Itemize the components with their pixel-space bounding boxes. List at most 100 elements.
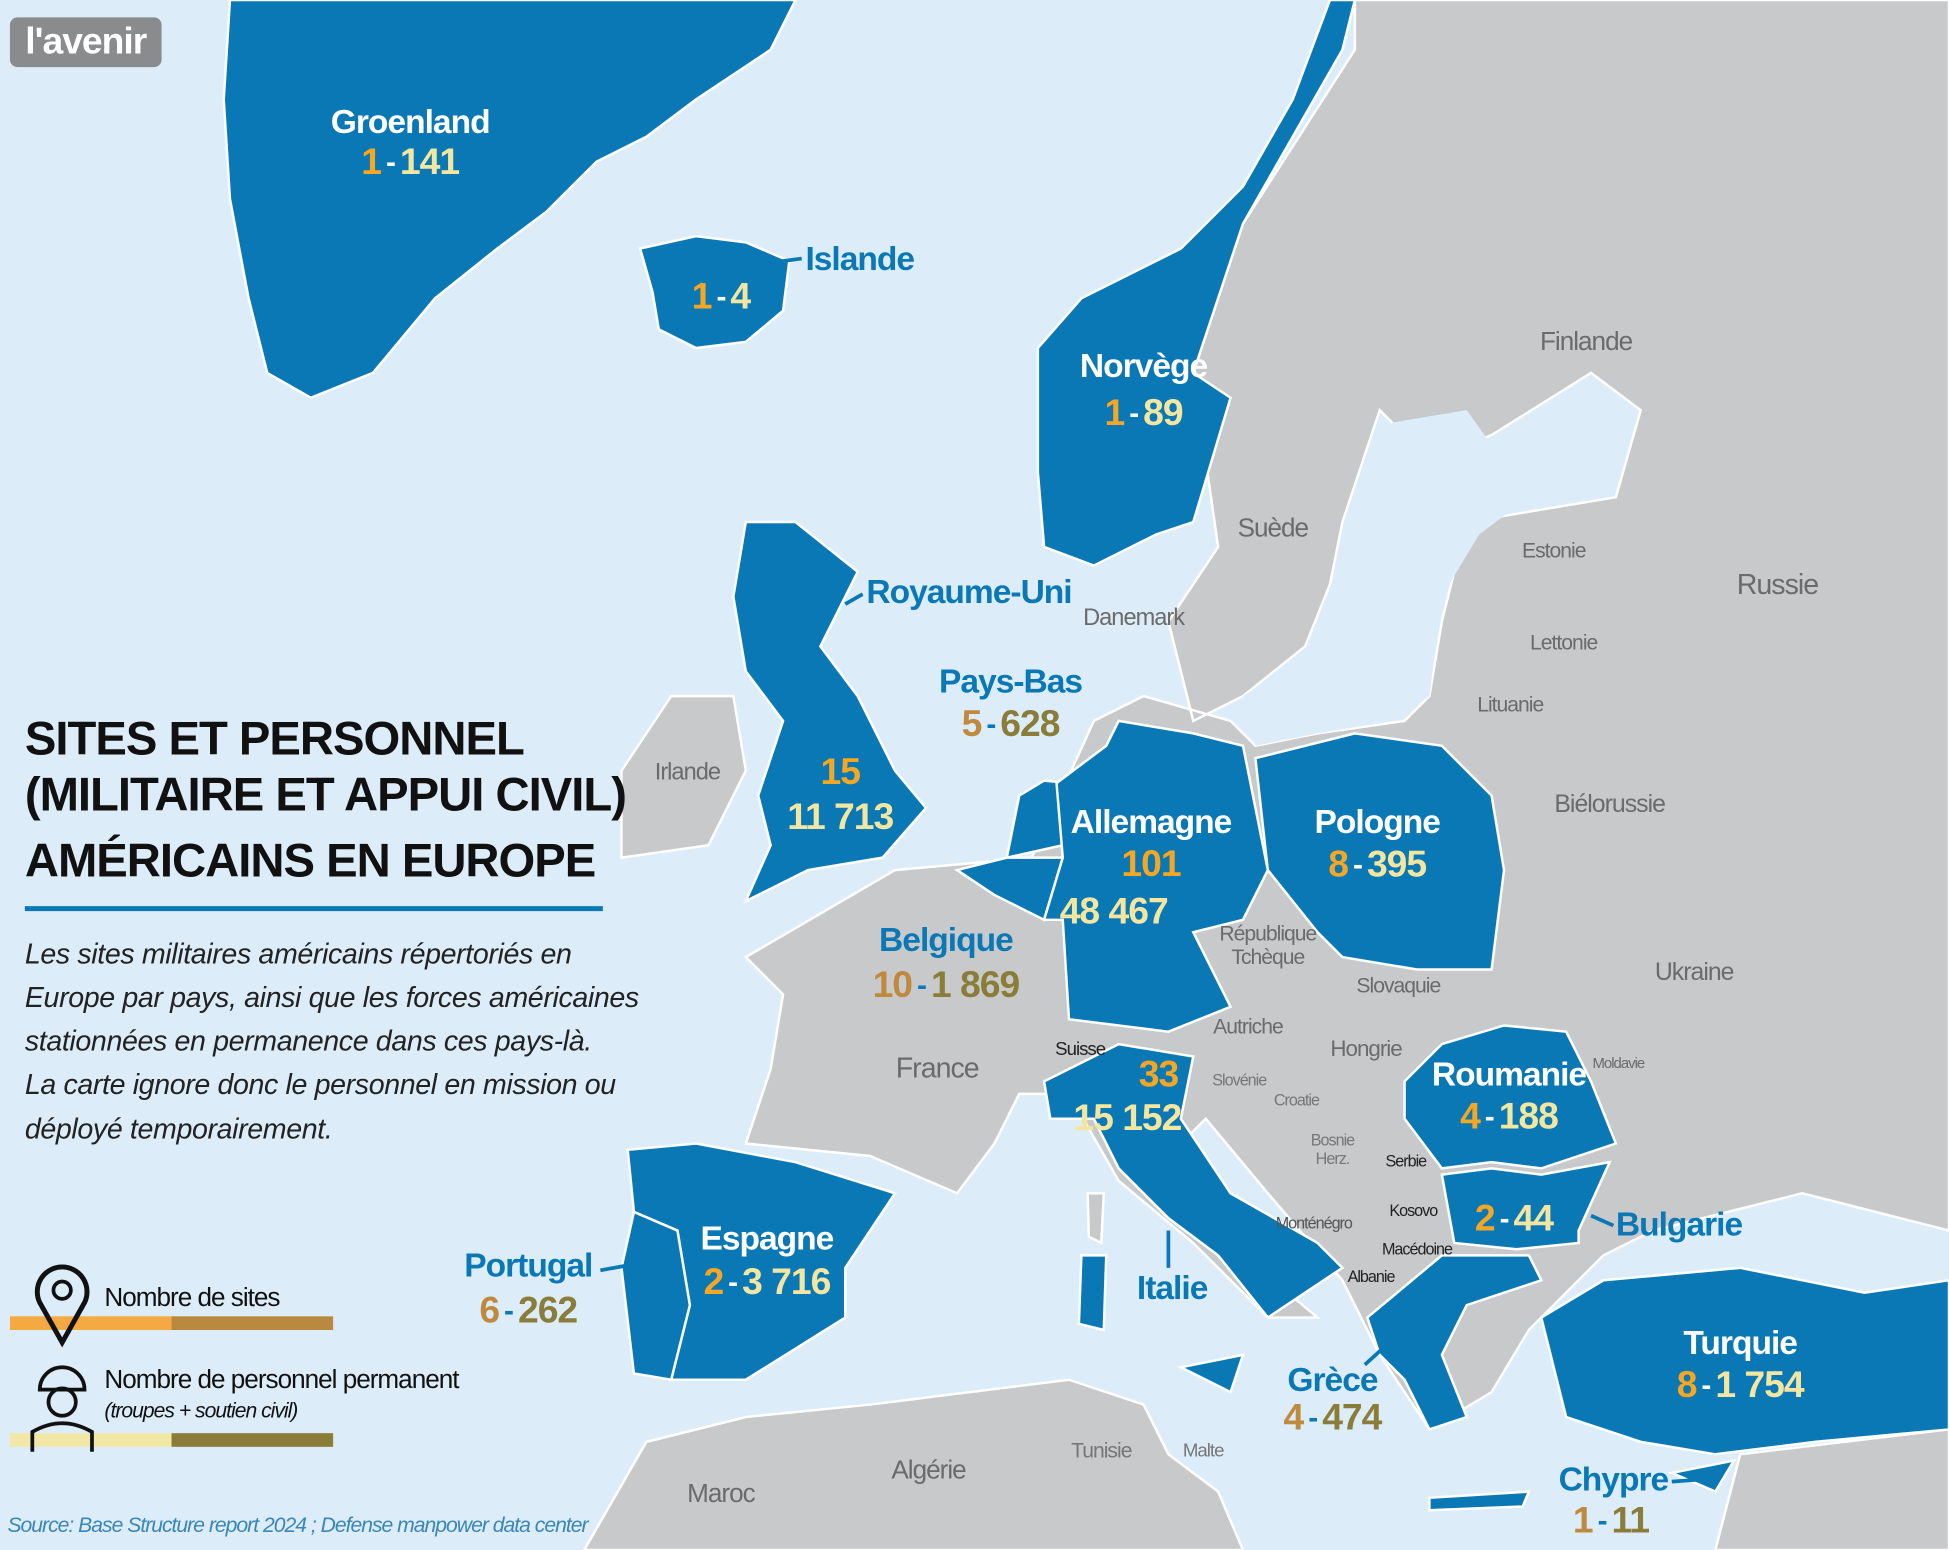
personnel-count: 48 467 — [1060, 889, 1168, 931]
title-line: SITES ET PERSONNEL — [25, 713, 524, 766]
other-country-name: Lettonie — [1530, 631, 1597, 654]
legend-bar — [171, 1433, 334, 1447]
description-line: Europe par pays, ainsi que les forces am… — [25, 982, 639, 1014]
country-name: Islande — [805, 241, 914, 278]
separator: - — [986, 708, 995, 741]
site-count: 1 — [361, 140, 381, 182]
personnel-count: 474 — [1322, 1395, 1382, 1437]
other-country-name: Estonie — [1522, 539, 1586, 562]
country-figures: 4-188 — [1460, 1095, 1558, 1137]
other-country-name: Herz. — [1316, 1150, 1350, 1168]
title-block: SITES ET PERSONNEL (MILITAIRE ET APPUI C… — [25, 713, 639, 1146]
country-figures: 1-11 — [1573, 1498, 1649, 1540]
country-name: Royaume-Uni — [866, 574, 1071, 611]
site-count: 8 — [1328, 842, 1348, 884]
personnel-count: 3 716 — [742, 1260, 831, 1302]
separator: - — [1701, 1369, 1710, 1402]
site-count: 101 — [1121, 842, 1180, 884]
legend: Nombre de sites Nombre de personnel perm… — [9, 1264, 461, 1452]
site-count: 33 — [1139, 1052, 1179, 1094]
personnel-count: 11 — [1612, 1498, 1650, 1540]
other-country-name: Finlande — [1540, 326, 1633, 356]
personnel-count: 1 754 — [1715, 1363, 1805, 1405]
other-country-name: Lituanie — [1477, 694, 1543, 717]
legend-note: (troupes + soutien civil) — [104, 1400, 297, 1423]
country-name: Espagne — [700, 1220, 833, 1257]
country-figures: 1-89 — [1104, 391, 1182, 433]
description-line: stationnées en permanence dans ces pays-… — [25, 1025, 592, 1057]
personnel-count: 11 713 — [787, 795, 893, 837]
other-country-name: Tchèque — [1231, 946, 1304, 969]
site-count: 1 — [692, 274, 712, 316]
separator: - — [1598, 1505, 1607, 1538]
other-country-name: Danemark — [1083, 605, 1185, 631]
site-count: 15 — [821, 750, 861, 792]
site-count: 1 — [1104, 391, 1124, 433]
other-country-name: République — [1219, 922, 1316, 945]
other-country-name: Kosovo — [1389, 1202, 1438, 1220]
personnel-count: 395 — [1367, 842, 1426, 884]
other-country-name: France — [896, 1053, 979, 1085]
description-line: La carte ignore donc le personnel en mis… — [25, 1069, 616, 1101]
country-figures: 4-474 — [1284, 1395, 1383, 1437]
separator: - — [728, 1266, 737, 1299]
source: Source: Base Structure report 2024 ; Def… — [7, 1514, 589, 1537]
other-country-name: Maroc — [687, 1478, 755, 1508]
country-name: Norvège — [1080, 348, 1208, 385]
other-country-name: Tunisie — [1071, 1439, 1132, 1462]
pin-icon — [34, 1264, 90, 1348]
logo: l'avenir — [9, 17, 162, 68]
legend-bar — [9, 1316, 172, 1330]
site-count: 10 — [873, 963, 913, 1005]
other-country-name: Russie — [1737, 569, 1818, 601]
country-figures: 8-1 754 — [1677, 1363, 1805, 1405]
pin-icon — [51, 1279, 73, 1301]
country-name: Pays-Bas — [939, 664, 1082, 701]
personnel-count: 262 — [518, 1288, 577, 1330]
separator: - — [917, 969, 926, 1002]
separator: - — [716, 280, 725, 313]
leader-lines — [600, 256, 1706, 1484]
country-figures: 5-628 — [962, 702, 1060, 744]
logo-box — [9, 17, 162, 68]
other-country-name: Suisse — [1055, 1038, 1106, 1059]
country-name: Pologne — [1315, 804, 1441, 841]
site-count: 4 — [1284, 1395, 1305, 1437]
other-country-name: Slovénie — [1212, 1072, 1267, 1090]
site-count: 2 — [1475, 1196, 1495, 1238]
highlighted-countries — [222, 0, 1949, 1512]
country-name: Turquie — [1683, 1325, 1797, 1362]
other-country-name: Macédoine — [1382, 1241, 1453, 1259]
site-count: 2 — [703, 1260, 723, 1302]
title-line: AMÉRICAINS EN EUROPE — [25, 833, 595, 887]
other-country-name: Serbie — [1385, 1152, 1427, 1170]
logo-text: l'avenir — [25, 19, 147, 61]
site-count: 1 — [1573, 1498, 1593, 1540]
site-count: 6 — [479, 1288, 499, 1330]
personnel-count: 141 — [400, 140, 459, 182]
other-country-name: Monténégro — [1276, 1215, 1353, 1233]
other-country-name: Malte — [1183, 1440, 1224, 1461]
other-country-name: Autriche — [1213, 1016, 1283, 1039]
country-name: Belgique — [879, 922, 1013, 959]
legend-label: Nombre de sites — [104, 1282, 280, 1312]
separator: - — [1500, 1202, 1509, 1235]
legend-label: Nombre de personnel permanent — [104, 1364, 460, 1394]
separator: - — [1485, 1101, 1494, 1134]
other-country-name: Algérie — [891, 1455, 966, 1485]
site-count: 5 — [962, 702, 982, 744]
personnel-count: 15 152 — [1073, 1096, 1181, 1138]
land — [582, 0, 1949, 1550]
separator: - — [1308, 1401, 1317, 1434]
country-figures: 6-262 — [479, 1288, 577, 1330]
title-line: (MILITAIRE ET APPUI CIVIL) — [25, 768, 626, 821]
labels: Groenland1-141Islande1-4Norvège1-89Royau… — [331, 104, 1819, 1540]
personnel-count: 188 — [1499, 1095, 1558, 1137]
country-figures: 2-3 716 — [703, 1260, 830, 1302]
country-name: Allemagne — [1071, 804, 1232, 841]
country-figures: 8-395 — [1328, 842, 1426, 884]
other-country-name: Biélorussie — [1554, 791, 1665, 818]
other-country-name: Bosnie — [1311, 1131, 1355, 1149]
other-country-name: Hongrie — [1330, 1036, 1402, 1061]
country-figures: 1-141 — [361, 140, 459, 182]
